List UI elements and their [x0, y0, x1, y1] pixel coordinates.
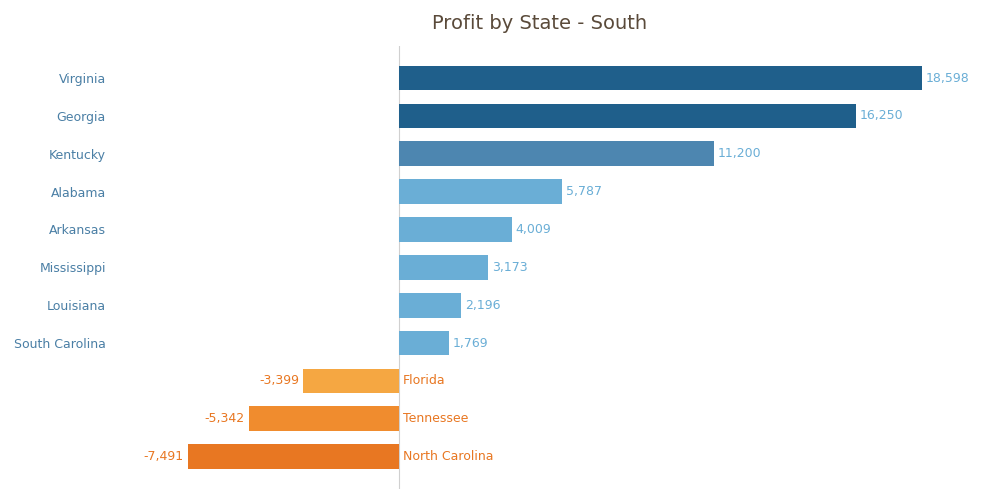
- Bar: [248, 406, 398, 431]
- Text: Florida: Florida: [402, 374, 446, 387]
- Text: 4,009: 4,009: [516, 223, 551, 236]
- Text: -3,399: -3,399: [258, 374, 299, 387]
- Bar: [398, 179, 561, 204]
- Text: -5,342: -5,342: [204, 412, 245, 425]
- Text: 2,196: 2,196: [464, 299, 500, 312]
- Bar: [398, 217, 511, 242]
- Bar: [398, 255, 487, 280]
- Text: 16,250: 16,250: [859, 109, 903, 122]
- Bar: [398, 104, 855, 128]
- Text: 11,200: 11,200: [717, 147, 761, 160]
- Text: Tennessee: Tennessee: [402, 412, 468, 425]
- Bar: [303, 369, 398, 393]
- Title: Profit by State - South: Profit by State - South: [432, 14, 647, 33]
- Bar: [398, 141, 713, 166]
- Bar: [188, 444, 398, 469]
- Bar: [398, 293, 460, 317]
- Bar: [398, 331, 448, 355]
- Bar: [398, 66, 921, 91]
- Text: 5,787: 5,787: [565, 185, 601, 198]
- Text: 18,598: 18,598: [925, 71, 969, 85]
- Text: 1,769: 1,769: [453, 337, 488, 350]
- Text: North Carolina: North Carolina: [402, 450, 493, 463]
- Text: 3,173: 3,173: [492, 261, 528, 274]
- Text: -7,491: -7,491: [144, 450, 183, 463]
